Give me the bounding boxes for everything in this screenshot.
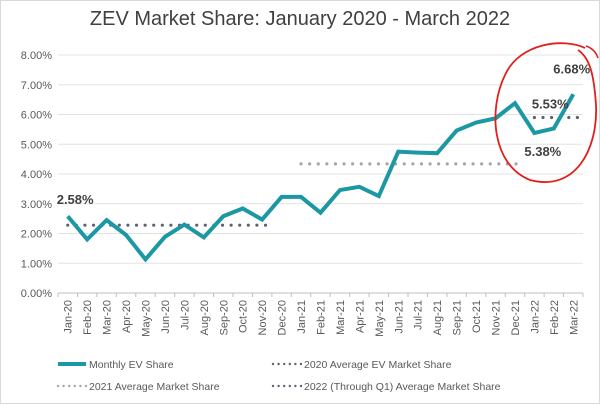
x-tick-label: Sep-21 bbox=[452, 300, 464, 335]
x-tick-label: Jan-20 bbox=[63, 300, 75, 334]
data-label: 2.58% bbox=[57, 192, 94, 207]
y-tick-label: 0.00% bbox=[21, 288, 52, 300]
legend-label: 2020 Average EV Market Share bbox=[304, 359, 452, 371]
x-tick-label: May-20 bbox=[141, 300, 153, 337]
y-tick-label: 3.00% bbox=[21, 199, 52, 211]
x-tick-label: Sep-20 bbox=[218, 300, 230, 335]
x-tick-label: Jul-21 bbox=[413, 300, 425, 330]
x-tick-label: Oct-20 bbox=[238, 300, 250, 333]
x-tick-label: Jun-21 bbox=[393, 300, 405, 334]
data-label: 6.68% bbox=[553, 61, 590, 76]
x-tick-label: Oct-21 bbox=[471, 300, 483, 333]
x-tick-label: Aug-20 bbox=[199, 300, 211, 335]
x-tick-label: Jul-20 bbox=[179, 300, 191, 330]
x-tick-label: Mar-22 bbox=[568, 300, 580, 335]
x-tick-label: Feb-22 bbox=[549, 300, 561, 335]
x-tick-label: Feb-21 bbox=[316, 300, 328, 335]
y-tick-label: 5.00% bbox=[21, 139, 52, 151]
y-tick-label: 7.00% bbox=[21, 80, 52, 92]
data-label: 5.38% bbox=[524, 144, 561, 159]
legend-label: Monthly EV Share bbox=[89, 359, 174, 371]
y-tick-label: 6.00% bbox=[21, 110, 52, 122]
y-tick-label: 8.00% bbox=[21, 50, 52, 62]
x-tick-label: Nov-20 bbox=[257, 300, 269, 335]
x-tick-label: Mar-21 bbox=[335, 300, 347, 335]
annotation-circle bbox=[494, 42, 597, 183]
x-tick-label: Jan-22 bbox=[529, 300, 541, 334]
y-tick-label: 1.00% bbox=[21, 258, 52, 270]
data-label: 5.53% bbox=[532, 96, 569, 111]
x-tick-label: Apr-21 bbox=[354, 300, 366, 333]
chart-title: ZEV Market Share: January 2020 - March 2… bbox=[89, 8, 511, 30]
y-tick-label: 4.00% bbox=[21, 169, 52, 181]
legend-label: 2022 (Through Q1) Average Market Share bbox=[304, 381, 501, 393]
x-tick-label: Jun-20 bbox=[160, 300, 172, 334]
y-tick-label: 2.00% bbox=[21, 229, 52, 241]
x-tick-label: Mar-20 bbox=[102, 300, 114, 335]
x-tick-label: Aug-21 bbox=[432, 300, 444, 335]
x-tick-label: May-21 bbox=[374, 300, 386, 337]
x-tick-label: Dec-20 bbox=[277, 300, 289, 335]
x-tick-label: Feb-20 bbox=[82, 300, 94, 335]
x-tick-label: Nov-21 bbox=[491, 300, 503, 335]
monthly-ev-share-line bbox=[66, 93, 576, 263]
legend-label: 2021 Average Market Share bbox=[89, 381, 220, 393]
x-tick-label: Jan-21 bbox=[296, 300, 308, 334]
x-tick-label: Apr-20 bbox=[121, 300, 133, 333]
x-tick-label: Dec-21 bbox=[510, 300, 522, 335]
annotation-stroke bbox=[585, 45, 599, 59]
